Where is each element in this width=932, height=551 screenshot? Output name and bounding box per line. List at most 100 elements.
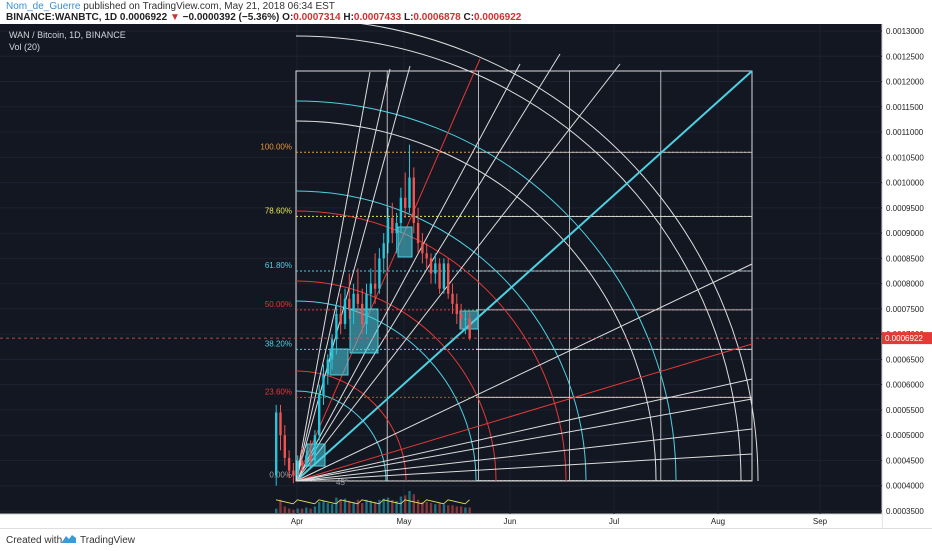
current-price-tag (882, 332, 932, 345)
fib-level-label: 0.00% (269, 471, 292, 480)
volume-bar (434, 504, 437, 513)
price-tick-label: 0.0008000 (886, 280, 924, 289)
down-arrow-icon: ▼ (169, 12, 180, 23)
candle-body (326, 359, 329, 375)
candle-body (283, 435, 286, 458)
gann-fan-line (295, 71, 371, 482)
volume-bar (283, 506, 286, 513)
candle-body (361, 303, 364, 325)
chart-legend-title: WAN / Bitcoin, 1D, BINANCE (9, 30, 126, 40)
volume-bar (313, 506, 317, 513)
time-tick-label: Aug (711, 517, 725, 526)
volume-bar (447, 505, 450, 513)
price-tick-label: 0.0005000 (886, 431, 924, 440)
high-label: H: (343, 12, 354, 23)
publish-line: Nom_de_Guerre published on TradingView.c… (6, 1, 335, 12)
candle-body (309, 455, 312, 461)
low-value: 0.0006878 (413, 12, 461, 23)
candle-body (318, 394, 321, 436)
volume-bar (412, 494, 415, 513)
volume-bar (287, 508, 291, 513)
volume-bar (322, 500, 325, 513)
volume-bar (399, 496, 403, 513)
price-tick-label: 0.0004000 (886, 482, 924, 491)
candle-body (356, 293, 360, 304)
time-axis-background[interactable] (0, 514, 882, 528)
candle-body (313, 435, 317, 461)
fib-level-label: 23.60% (265, 387, 292, 396)
volume-bar (348, 500, 351, 513)
grid-lines (0, 24, 882, 514)
footer: Created with TradingView (0, 528, 932, 551)
gann-fan-line (295, 343, 753, 482)
gann-arc (295, 210, 567, 482)
candle-body (292, 470, 295, 476)
volume-bar (305, 507, 308, 513)
price-tick-label: 0.0007500 (886, 305, 924, 314)
volume-bar (416, 499, 420, 513)
fib-level-label: 78.60% (265, 206, 292, 215)
price-chart[interactable]: 100.00%78.60%61.80%50.00%38.20%23.60%0.0… (0, 24, 932, 528)
candle-body (365, 293, 368, 325)
price-tick-label: 0.0010500 (886, 153, 924, 162)
candle-body (404, 197, 407, 208)
gann-fan-line (295, 378, 753, 482)
time-tick-label: Apr (291, 517, 304, 526)
price-tick-label: 0.0003500 (886, 507, 924, 516)
volume-indicator-label[interactable]: Vol (20) (9, 42, 40, 52)
candle-body (434, 263, 437, 274)
volume-bar (373, 502, 377, 513)
price-tick-label: 0.0005500 (886, 406, 924, 415)
volume-bar (330, 504, 334, 513)
candle-body (455, 303, 458, 314)
candle-body (339, 313, 342, 325)
price-change: −0.0000392 (−5.36%) (182, 12, 280, 23)
price-axis-background[interactable] (882, 24, 932, 528)
gann-fan-line (295, 453, 753, 482)
gann-square (329, 348, 349, 376)
candle-body (408, 177, 411, 208)
gann-fan-line (295, 58, 481, 482)
volume-bar (391, 499, 394, 513)
volume-bar (275, 508, 278, 513)
volume-bar (429, 503, 433, 513)
axis-labels: 0.0013000 0.0012500 0.0012000 0.0011500 0.00… (291, 27, 932, 526)
gann-fan-line (295, 68, 391, 482)
high-value: 0.0007433 (353, 12, 402, 23)
symbol-ohlc-line: BINANCE:WANBTC, 1D 0.0006922 ▼ −0.000039… (6, 12, 521, 23)
tradingview-brand[interactable]: TradingView (80, 535, 136, 546)
gann-arc (295, 190, 587, 482)
price-tick-label: 0.0009000 (886, 229, 924, 238)
volume-bar (464, 507, 467, 513)
candle-body (300, 460, 304, 466)
volume-bars (275, 491, 471, 513)
candle-body (429, 258, 433, 274)
close-value: 0.0006922 (474, 12, 522, 23)
candle-body (330, 339, 334, 360)
volume-bar (326, 503, 329, 513)
author-link[interactable]: Nom_de_Guerre (6, 1, 81, 12)
candle-body (279, 412, 282, 436)
close-label: C: (463, 12, 475, 23)
gann-arc (359, 24, 759, 482)
candle-body (395, 223, 398, 234)
gann-arc (295, 35, 742, 482)
gann-fan-line (295, 398, 753, 482)
price-tick-label: 0.0004500 (886, 456, 924, 465)
symbol-label: BINANCE:WANBTC, 1D (6, 12, 118, 23)
volume-bar (335, 497, 338, 513)
tradingview-logo-icon (62, 535, 76, 543)
candle-body (447, 263, 450, 294)
low-label: L: (403, 12, 414, 23)
volume-bar (438, 503, 441, 513)
volume-bar (361, 503, 364, 513)
fib-level-label: 50.00% (265, 300, 292, 309)
price-tick-label: 0.0011500 (886, 103, 924, 112)
open-value: 0.0007314 (293, 12, 341, 23)
candle-body (275, 412, 278, 476)
volume-bar (382, 498, 385, 513)
gann-arc (295, 370, 407, 482)
volume-bar (408, 491, 411, 513)
volume-bar (451, 505, 454, 513)
volume-bar (343, 498, 347, 513)
